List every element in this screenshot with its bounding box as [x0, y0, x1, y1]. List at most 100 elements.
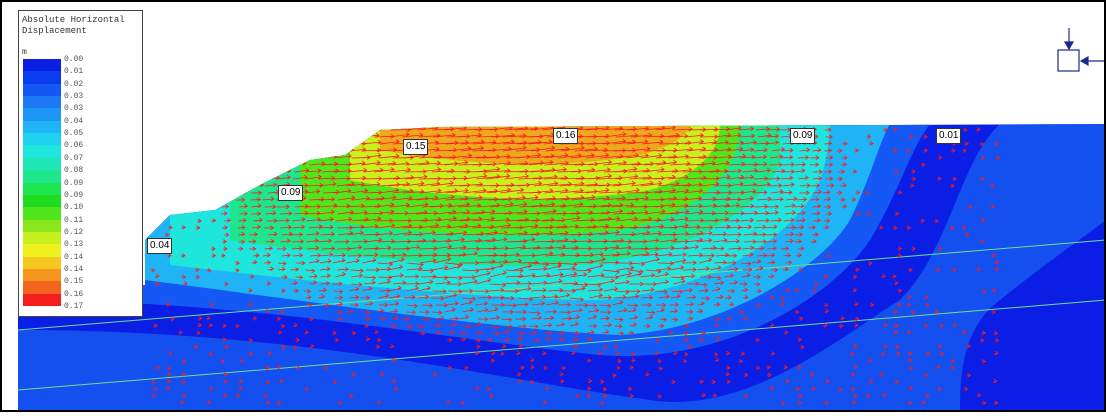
vector-head — [226, 147, 231, 153]
vector-head — [214, 148, 219, 153]
vector-head — [798, 266, 803, 272]
vector — [602, 226, 624, 229]
vector — [435, 190, 458, 194]
vector-head — [272, 147, 277, 152]
vector-head — [536, 310, 541, 316]
vector-head — [700, 139, 705, 144]
vector-head — [580, 297, 585, 302]
vector-head — [869, 141, 874, 146]
vector-head — [829, 155, 834, 160]
vector — [598, 297, 612, 299]
vector — [476, 204, 500, 208]
vector — [459, 197, 483, 201]
vector — [586, 265, 603, 271]
vector — [290, 135, 304, 138]
vector-head — [392, 358, 397, 363]
vector-head — [953, 176, 957, 182]
vector — [278, 148, 292, 152]
vector-head — [514, 288, 519, 294]
vector — [318, 289, 327, 292]
vector-head — [509, 309, 514, 315]
vector — [364, 303, 373, 306]
legend-label: 0.04 — [64, 116, 84, 126]
vector-head — [683, 358, 688, 364]
vector-head — [600, 272, 605, 278]
vector — [486, 155, 510, 159]
vector — [642, 169, 665, 173]
vector-head — [564, 230, 569, 236]
vector-head — [644, 153, 649, 158]
vector-head — [752, 239, 757, 244]
vector — [415, 232, 436, 236]
vector-head — [473, 279, 478, 284]
vector-head — [720, 280, 725, 286]
vector — [711, 141, 729, 145]
vector-head — [607, 303, 612, 309]
legend-swatch — [23, 157, 61, 171]
vector-head — [574, 343, 579, 349]
vector — [376, 149, 397, 152]
vector — [445, 309, 456, 313]
vector-head — [588, 336, 593, 342]
vector-head — [331, 175, 336, 181]
vector-head — [650, 287, 655, 293]
vector — [770, 190, 784, 194]
vector-head — [573, 271, 578, 277]
vector — [490, 141, 515, 145]
vector-head — [646, 323, 651, 329]
vector-head — [525, 173, 530, 179]
vector-head — [685, 323, 690, 329]
vector — [654, 273, 669, 278]
vector-head — [778, 162, 783, 167]
vector — [626, 273, 642, 278]
vector-head — [802, 161, 806, 167]
vector-head — [557, 263, 562, 268]
vector-head — [295, 288, 300, 294]
vector-head — [827, 127, 832, 133]
vector-head — [197, 218, 202, 224]
vector-head — [377, 139, 382, 145]
vector — [547, 183, 572, 187]
vector — [671, 290, 683, 293]
vector-head — [658, 366, 663, 371]
vector — [616, 273, 632, 278]
vector-head — [293, 280, 298, 286]
vector-head — [813, 288, 818, 294]
vector-head — [348, 216, 353, 222]
vector — [448, 323, 457, 327]
vector-head — [194, 190, 199, 195]
vector-head — [993, 378, 998, 384]
vector-head — [494, 229, 499, 235]
vector-head — [867, 134, 872, 139]
vector — [237, 226, 245, 229]
vector — [486, 175, 510, 180]
vector-head — [882, 273, 886, 279]
vector-head — [461, 237, 466, 242]
vector — [739, 205, 754, 208]
vector-head — [698, 169, 703, 174]
vector — [378, 276, 392, 279]
vector — [379, 184, 400, 187]
vector-head — [757, 302, 761, 308]
vector — [416, 197, 438, 201]
vector-head — [788, 260, 793, 265]
vector-head — [787, 253, 792, 258]
vector-head — [684, 337, 689, 343]
vector — [519, 162, 544, 166]
vector-head — [209, 386, 214, 391]
vector-head — [181, 371, 186, 377]
vector-head — [868, 358, 873, 363]
vector — [669, 218, 689, 222]
vector-head — [287, 133, 292, 138]
vector — [463, 171, 487, 173]
vector-head — [726, 126, 731, 132]
vector-head — [283, 274, 288, 280]
vector-head — [453, 292, 458, 298]
vector — [530, 155, 555, 159]
vector — [544, 162, 569, 166]
vector — [723, 204, 740, 208]
vector — [225, 170, 234, 173]
vector — [668, 198, 688, 201]
vector — [729, 281, 738, 285]
vector — [738, 176, 754, 180]
